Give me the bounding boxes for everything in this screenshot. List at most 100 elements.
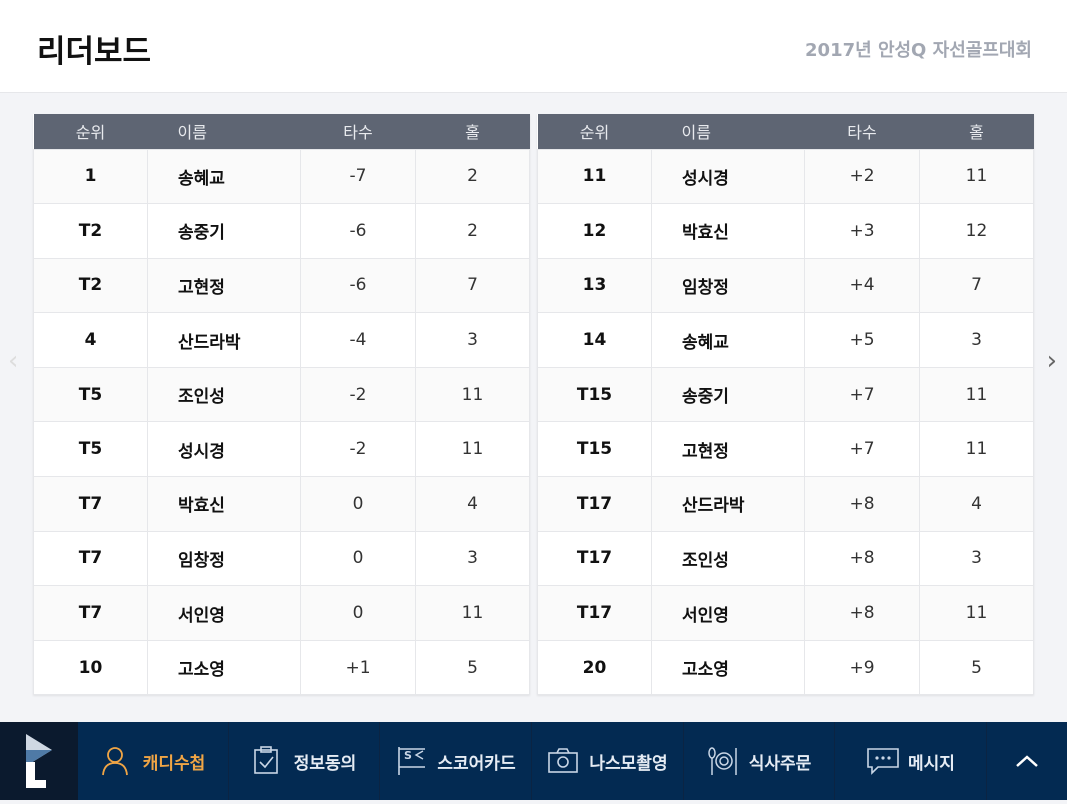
score-cell: -7 [300,148,416,205]
score-cell: +7 [804,421,920,478]
score-cell: +2 [804,148,920,205]
rank-cell: 20 [537,639,652,696]
name-cell: 임창정 [147,530,301,587]
prev-page-arrow-icon[interactable]: ‹ [8,346,19,376]
table-row[interactable]: T2 고현정 -6 7 [33,257,530,314]
name-cell: 서인영 [651,585,805,641]
table-row[interactable]: T2 송중기 -6 2 [33,203,530,259]
score-cell: +7 [804,366,920,423]
hole-cell: 3 [919,530,1034,587]
table-row[interactable]: T15 고현정 +7 11 [537,421,1034,478]
rank-cell: T7 [33,476,148,532]
name-cell: 송중기 [147,203,301,259]
hole-cell: 11 [919,421,1034,478]
table-row[interactable]: T5 조인성 -2 11 [33,366,530,423]
table-row[interactable]: T7 박효신 0 4 [33,476,530,532]
hole-cell: 2 [415,148,530,205]
nav-item-label: 스코어카드 [437,753,516,774]
name-cell: 성시경 [651,148,805,205]
page-title: 리더보드 [37,34,152,70]
rank-cell: T7 [33,585,148,641]
leaderboard-table-left: 순위 이름 타수 홀 1 송혜교 -7 2 T2 송중기 -6 2 T2 고현정 -6… [33,114,530,696]
score-cell: -2 [300,366,416,423]
nav-item-label: 캐디수첩 [142,753,206,774]
column-header: 이름 [651,114,805,149]
rank-cell: 4 [33,312,148,368]
header: 리더보드 2017년 안성Q 자선골프대회 [0,0,1067,93]
score-cell: +1 [300,639,416,696]
rank-cell: 13 [537,257,652,314]
hole-cell: 5 [415,639,530,696]
name-cell: 조인성 [147,366,301,423]
hole-cell: 4 [415,476,530,532]
table-row[interactable]: 11 성시경 +2 11 [537,148,1034,205]
name-cell: 조인성 [651,530,805,587]
score-cell: +9 [804,639,920,696]
score-cell: +3 [804,203,920,259]
clipboard-check-icon [253,746,278,774]
hole-cell: 3 [415,530,530,587]
name-cell: 고현정 [651,421,805,478]
table-row[interactable]: 13 임창정 +4 7 [537,257,1034,314]
table-row[interactable]: T15 송중기 +7 11 [537,366,1034,423]
table-row[interactable]: 14 송혜교 +5 3 [537,312,1034,368]
score-cell: +5 [804,312,920,368]
rank-cell: 12 [537,203,652,259]
event-title: 2017년 안성Q 자선골프대회 [805,40,1032,61]
bottom-nav: 캐디수첩 정보동의 S 스코어카드 나스모촬영 식사주문 메시지 [0,722,1067,800]
rank-cell: T5 [33,366,148,423]
rank-cell: 1 [33,148,148,205]
table-row[interactable]: 4 산드라박 -4 3 [33,312,530,368]
table-row[interactable]: T17 서인영 +8 11 [537,585,1034,641]
hole-cell: 11 [415,585,530,641]
score-cell: -6 [300,257,416,314]
table-row[interactable]: 12 박효신 +3 12 [537,203,1034,259]
table-row[interactable]: T5 성시경 -2 11 [33,421,530,478]
nav-item-1[interactable]: 정보동의 [229,722,380,800]
next-page-arrow-icon[interactable]: › [1046,346,1057,376]
nav-item-5[interactable]: 메시지 [835,722,987,800]
nav-item-4[interactable]: 식사주문 [684,722,835,800]
column-header: 이름 [147,114,301,149]
hole-cell: 11 [415,421,530,478]
name-cell: 성시경 [147,421,301,478]
person-icon [101,747,128,776]
hole-cell: 11 [919,585,1034,641]
rank-cell: T17 [537,585,652,641]
nav-item-3[interactable]: 나스모촬영 [532,722,684,800]
table-row[interactable]: T17 조인성 +8 3 [537,530,1034,587]
column-header: 순위 [33,114,148,149]
nav-item-2[interactable]: S 스코어카드 [380,722,532,800]
table-row[interactable]: 10 고소영 +1 5 [33,639,530,696]
collapse-button[interactable] [987,722,1067,800]
rank-cell: T15 [537,366,652,423]
name-cell: 송중기 [651,366,805,423]
column-header: 순위 [537,114,652,149]
table-row[interactable]: 1 송혜교 -7 2 [33,148,530,205]
rank-cell: T5 [33,421,148,478]
hole-cell: 7 [415,257,530,314]
name-cell: 서인영 [147,585,301,641]
hole-cell: 3 [415,312,530,368]
nav-item-0[interactable]: 캐디수첩 [78,722,229,800]
nav-item-label: 정보동의 [293,753,357,774]
name-cell: 고소영 [147,639,301,696]
score-cell: 0 [300,530,416,587]
name-cell: 송혜교 [147,148,301,205]
logo[interactable] [0,722,84,800]
rank-cell: T2 [33,203,148,259]
name-cell: 임창정 [651,257,805,314]
nav-item-label: 메시지 [908,753,955,774]
hole-cell: 4 [919,476,1034,532]
table-row[interactable]: T17 산드라박 +8 4 [537,476,1034,532]
rank-cell: T2 [33,257,148,314]
name-cell: 산드라박 [651,476,805,532]
table-row[interactable]: T7 서인영 0 11 [33,585,530,641]
table-row[interactable]: 20 고소영 +9 5 [537,639,1034,696]
hole-cell: 3 [919,312,1034,368]
score-cell: 0 [300,585,416,641]
nav-item-label: 식사주문 [748,753,812,774]
column-header: 홀 [415,114,530,149]
svg-text:S: S [404,749,412,762]
table-row[interactable]: T7 임창정 0 3 [33,530,530,587]
